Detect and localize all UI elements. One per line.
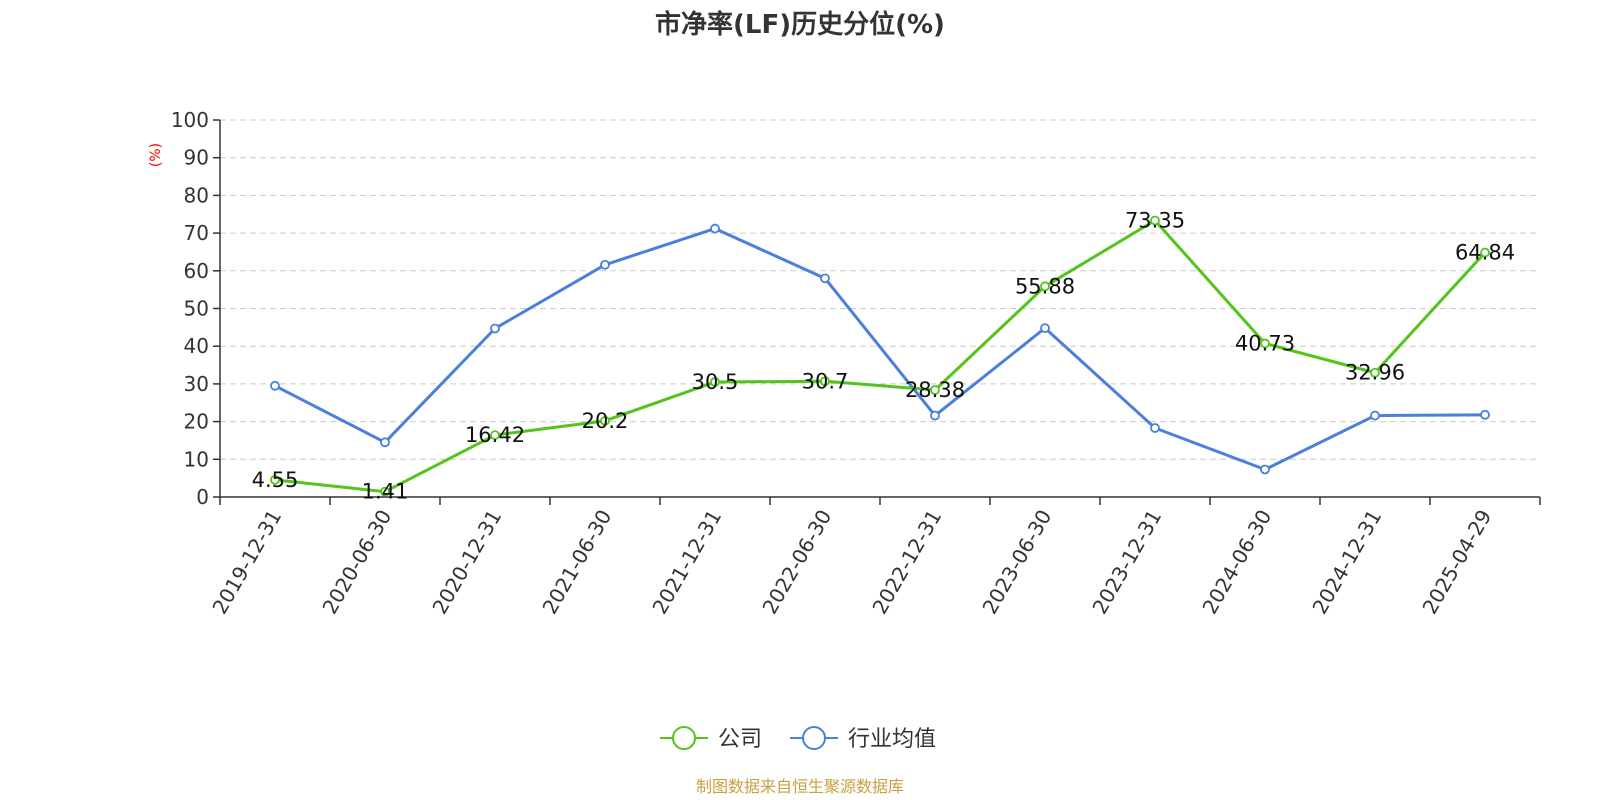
- source-note: 制图数据来自恒生聚源数据库: [696, 777, 904, 796]
- data-point-company: [1260, 338, 1270, 349]
- data-point-company: [490, 430, 500, 440]
- data-label-company: 20.2: [582, 409, 629, 433]
- data-label-company: 16.42: [465, 423, 525, 447]
- data-labels: 4.55 1.41 16.42 20.2 30.5 30.7 28.38 55.88 73.35…: [252, 208, 1515, 503]
- x-tick-label: 2024-06-30: [1197, 506, 1276, 619]
- y-tick-label: 40: [184, 334, 209, 358]
- data-point-company: [1370, 367, 1380, 378]
- data-label-company: 32.96: [1345, 361, 1405, 385]
- data-point-industry: [1040, 323, 1050, 334]
- chart-title: 市净率(LF)历史分位(%): [655, 9, 945, 40]
- data-point-industry: [600, 259, 610, 270]
- data-point-industry: [380, 437, 390, 448]
- data-point-industry: [1150, 423, 1160, 433]
- data-label-company: 30.5: [692, 370, 739, 394]
- legend-marker-company: [672, 726, 696, 750]
- data-point-industry: [490, 323, 500, 334]
- y-tick-label: 60: [184, 259, 209, 283]
- data-label-company: 28.38: [905, 378, 965, 402]
- x-tick-label: 2023-06-30: [977, 506, 1056, 619]
- data-point-company: [710, 377, 720, 387]
- data-point-company: [600, 415, 610, 426]
- legend: 公司 行业均值: [660, 726, 936, 752]
- data-label-company: 1.41: [362, 480, 409, 504]
- data-point-company: [820, 376, 830, 387]
- data-point-industry: [270, 380, 280, 391]
- data-label-company: 73.35: [1125, 208, 1185, 232]
- y-tick-label: 20: [184, 410, 209, 434]
- x-tick-label: 2022-12-31: [867, 506, 946, 619]
- series-line-company: [274, 218, 1487, 494]
- legend-item-company[interactable]: 公司: [660, 726, 762, 752]
- data-point-company: [1150, 215, 1160, 226]
- x-tick-label: 2024-12-31: [1307, 506, 1386, 619]
- data-label-company: 55.88: [1015, 274, 1075, 298]
- legend-label-company: 公司: [718, 727, 762, 752]
- data-point-company: [930, 385, 940, 395]
- legend-item-industry[interactable]: 行业均值: [790, 726, 936, 752]
- series-line-industry: [274, 227, 1486, 471]
- y-tick-label: 30: [184, 372, 209, 396]
- x-tick-label: 2019-12-31: [207, 506, 286, 619]
- y-tick-label: 0: [196, 485, 209, 509]
- data-point-industry: [1480, 409, 1490, 420]
- data-label-company: 30.7: [802, 369, 849, 393]
- data-point-company: [1040, 281, 1050, 292]
- data-point-industry: [1370, 410, 1380, 421]
- x-tick-label: 2020-12-31: [427, 506, 506, 619]
- data-label-company: 64.84: [1455, 241, 1515, 265]
- y-tick-label: 50: [184, 297, 209, 321]
- x-tick-label: 2025-04-29: [1417, 506, 1496, 619]
- legend-label-industry: 行业均值: [848, 727, 936, 752]
- x-tick-label: 2021-06-30: [537, 506, 616, 619]
- data-point-industry: [820, 273, 830, 284]
- data-point-company: [1480, 247, 1490, 258]
- x-tick-label: 2020-06-30: [317, 506, 396, 619]
- x-tick-label: 2022-06-30: [757, 506, 836, 619]
- y-axis-unit-label: (%): [148, 143, 164, 167]
- series-layer: [270, 215, 1490, 497]
- data-point-company: [270, 474, 280, 485]
- x-tick-label: 2023-12-31: [1087, 506, 1166, 619]
- data-point-industry: [930, 410, 940, 421]
- data-label-company: 4.55: [252, 468, 299, 492]
- data-point-industry: [1260, 464, 1270, 475]
- y-tick-label: 80: [184, 183, 209, 207]
- data-point-company: [380, 486, 390, 497]
- y-tick-label: 70: [184, 221, 209, 245]
- x-tick-label: 2021-12-31: [647, 506, 726, 619]
- y-tick-label: 90: [184, 146, 209, 170]
- y-tick-label: 10: [184, 447, 209, 471]
- data-point-industry: [710, 223, 720, 234]
- data-label-company: 40.73: [1235, 331, 1295, 355]
- y-tick-label: 100: [171, 108, 209, 132]
- legend-marker-industry: [802, 726, 826, 750]
